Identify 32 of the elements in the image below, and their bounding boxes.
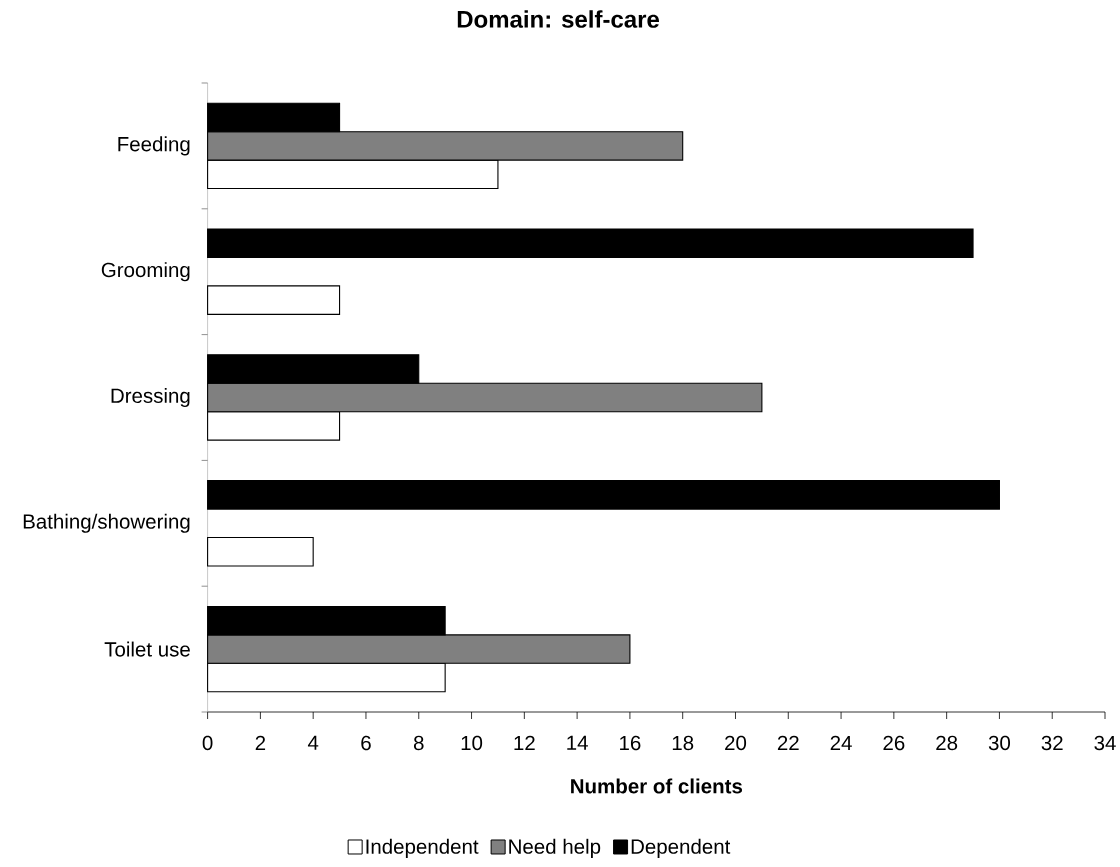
x-axis-title: Number of clients (571, 778, 743, 794)
bar (207, 285, 341, 315)
y-tick-label: Feeding (118, 136, 190, 156)
x-tick-label: 18 (672, 735, 694, 751)
x-tick-label: 4 (307, 735, 319, 750)
x-tick-label: 10 (461, 735, 483, 751)
x-tick-label: 32 (1041, 735, 1063, 751)
bar (207, 228, 974, 259)
legend-label: Dependent (631, 838, 731, 858)
bar (207, 536, 314, 567)
x-tick-label: 24 (830, 735, 852, 751)
x-tick-label: 12 (514, 735, 535, 751)
y-tick-label: Grooming (101, 262, 190, 282)
x-tick-label: 28 (936, 735, 958, 751)
x-tick-label: 8 (413, 735, 424, 751)
x-tick-label: 14 (567, 735, 588, 750)
y-tick-label: Toilet use (104, 641, 190, 657)
chart-title: Domain: self-care (457, 10, 660, 28)
y-tick-label: Dressing (111, 387, 190, 408)
x-tick-label: 30 (988, 735, 1011, 751)
x-tick-label: 26 (883, 735, 905, 751)
x-tick-label: 34 (1094, 735, 1116, 751)
x-tick-label: 6 (361, 735, 371, 751)
legend-label: Independent (366, 838, 479, 858)
legend-label: Need help (509, 838, 601, 858)
x-tick-label: 2 (255, 735, 266, 751)
y-tick-label: Bathing/showering (23, 513, 190, 533)
x-tick-label: 0 (202, 735, 213, 751)
x-tick-label: 22 (777, 735, 799, 751)
x-tick-label: 20 (725, 735, 747, 751)
x-tick-label: 16 (620, 735, 641, 751)
bar (207, 480, 1000, 510)
